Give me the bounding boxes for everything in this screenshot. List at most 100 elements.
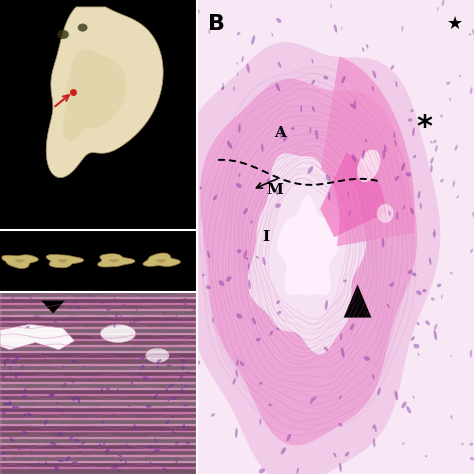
Ellipse shape: [182, 404, 188, 406]
Ellipse shape: [276, 18, 282, 23]
Ellipse shape: [25, 413, 27, 416]
Ellipse shape: [241, 56, 244, 62]
Ellipse shape: [181, 298, 182, 301]
Ellipse shape: [50, 394, 54, 396]
Ellipse shape: [137, 319, 138, 322]
Ellipse shape: [315, 129, 318, 139]
Ellipse shape: [276, 328, 279, 330]
Ellipse shape: [348, 210, 350, 216]
Bar: [0, 400, 197, 407]
Ellipse shape: [25, 322, 28, 324]
Ellipse shape: [472, 212, 474, 218]
Ellipse shape: [45, 461, 47, 465]
Ellipse shape: [207, 251, 210, 258]
Ellipse shape: [410, 109, 414, 112]
Bar: [0, 406, 197, 413]
Ellipse shape: [256, 338, 261, 341]
Ellipse shape: [1, 410, 5, 414]
Ellipse shape: [99, 443, 102, 448]
Ellipse shape: [126, 444, 130, 448]
Bar: [0, 382, 197, 389]
Ellipse shape: [328, 192, 330, 201]
Ellipse shape: [136, 309, 137, 312]
Bar: [0, 309, 197, 316]
Bar: [0, 327, 197, 334]
Ellipse shape: [221, 87, 225, 90]
Ellipse shape: [183, 385, 189, 387]
Ellipse shape: [238, 124, 241, 133]
Ellipse shape: [154, 449, 160, 452]
Ellipse shape: [57, 30, 69, 39]
Bar: [0, 321, 197, 328]
Ellipse shape: [54, 467, 60, 469]
Ellipse shape: [119, 459, 123, 462]
Ellipse shape: [74, 439, 80, 442]
Bar: [0, 315, 197, 322]
Ellipse shape: [276, 301, 280, 304]
Ellipse shape: [26, 326, 30, 328]
Ellipse shape: [211, 413, 215, 417]
Ellipse shape: [425, 455, 428, 457]
Ellipse shape: [402, 205, 405, 210]
Ellipse shape: [154, 394, 158, 399]
Ellipse shape: [330, 3, 332, 8]
Bar: [0, 376, 197, 383]
Bar: [0, 443, 197, 450]
Ellipse shape: [63, 383, 66, 387]
Ellipse shape: [15, 374, 18, 379]
Ellipse shape: [243, 208, 248, 215]
Polygon shape: [197, 42, 440, 474]
Ellipse shape: [313, 396, 317, 401]
Ellipse shape: [162, 467, 167, 472]
Ellipse shape: [105, 448, 110, 453]
Ellipse shape: [248, 280, 251, 290]
Ellipse shape: [237, 62, 238, 65]
Ellipse shape: [245, 257, 248, 260]
Ellipse shape: [323, 76, 328, 80]
Bar: [0, 357, 197, 365]
Ellipse shape: [172, 416, 174, 418]
Ellipse shape: [9, 437, 14, 442]
Ellipse shape: [237, 32, 240, 36]
Ellipse shape: [219, 280, 224, 286]
Ellipse shape: [31, 453, 33, 456]
Ellipse shape: [120, 315, 122, 317]
Ellipse shape: [193, 308, 195, 312]
Text: ★: ★: [447, 15, 463, 33]
Text: M: M: [266, 182, 283, 197]
Ellipse shape: [125, 461, 127, 464]
Ellipse shape: [111, 467, 116, 469]
Ellipse shape: [310, 127, 311, 134]
Ellipse shape: [377, 387, 381, 396]
Polygon shape: [109, 259, 119, 263]
Ellipse shape: [339, 395, 342, 400]
Ellipse shape: [435, 145, 438, 152]
Ellipse shape: [162, 311, 165, 314]
Ellipse shape: [164, 434, 168, 436]
Ellipse shape: [59, 433, 64, 436]
Ellipse shape: [73, 299, 76, 303]
Bar: [0, 412, 197, 419]
Ellipse shape: [412, 396, 415, 399]
Ellipse shape: [373, 438, 375, 447]
Ellipse shape: [130, 321, 131, 324]
Ellipse shape: [9, 409, 14, 411]
Ellipse shape: [440, 115, 443, 117]
Ellipse shape: [149, 462, 152, 465]
Ellipse shape: [283, 136, 287, 142]
Ellipse shape: [291, 127, 295, 130]
Ellipse shape: [156, 359, 161, 364]
Ellipse shape: [18, 392, 22, 393]
Ellipse shape: [341, 26, 342, 30]
Ellipse shape: [240, 361, 244, 366]
Ellipse shape: [437, 283, 441, 287]
Ellipse shape: [308, 166, 313, 174]
Ellipse shape: [418, 191, 420, 199]
Ellipse shape: [142, 376, 145, 380]
Ellipse shape: [406, 406, 411, 413]
Ellipse shape: [169, 384, 173, 388]
Ellipse shape: [280, 128, 283, 139]
Ellipse shape: [470, 349, 472, 357]
Polygon shape: [143, 253, 181, 266]
Polygon shape: [200, 79, 417, 446]
